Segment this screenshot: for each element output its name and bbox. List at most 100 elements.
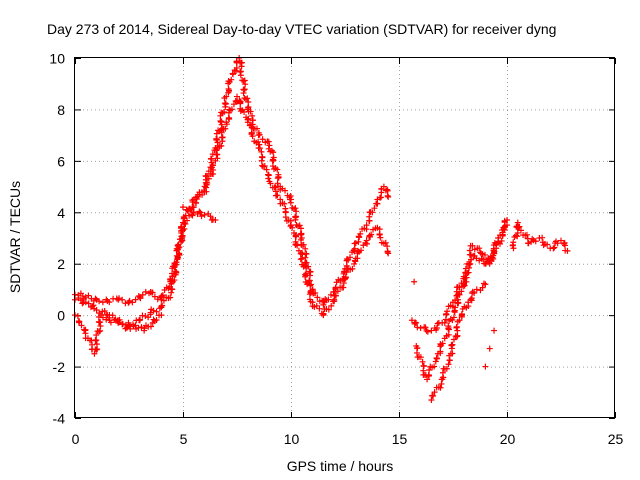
data-point [303,259,310,266]
data-point [449,350,456,357]
data-point [107,319,114,326]
data-point [517,227,524,234]
data-point [540,242,547,249]
y-tick-label: 6 [57,153,65,169]
data-point [382,239,389,246]
data-point [293,208,300,215]
data-point [439,369,446,376]
data-point [119,296,126,303]
data-point [111,316,118,323]
data-point [456,284,463,291]
data-point [456,291,463,298]
data-point [168,285,175,292]
data-point [454,332,461,339]
data-point [344,256,351,262]
data-point [82,299,89,306]
data-point [376,231,383,238]
data-point [201,211,208,218]
data-point [213,135,220,142]
data-point [221,109,228,116]
data-point [159,302,166,309]
data-point [413,349,420,356]
data-point [539,234,546,241]
data-point [299,251,306,258]
data-point [384,249,391,256]
data-point [514,229,521,236]
data-point [455,291,462,298]
data-point [85,300,92,307]
data-point [432,358,439,365]
x-tick-label: 20 [500,431,516,447]
data-point [302,273,309,280]
data-point [467,260,474,267]
data-point [270,149,277,156]
data-point [198,213,205,220]
data-point [471,290,478,297]
data-point [437,384,444,391]
data-point [99,299,106,306]
data-point [458,288,465,295]
data-point [491,327,498,334]
data-point [476,245,483,252]
data-point [176,250,183,257]
y-tick-label: 10 [49,51,65,67]
data-point [78,322,85,329]
data-point [461,282,468,289]
data-point [481,251,488,258]
data-point [426,367,433,374]
data-point [369,209,376,216]
y-axis-label: SDTVAR / TECUs [7,181,23,293]
data-point [490,247,497,254]
data-point [213,146,220,153]
data-point [116,295,123,302]
data-point [233,64,240,71]
data-point [414,324,421,331]
data-point [385,250,392,257]
data-point [274,166,281,173]
data-point [292,216,299,223]
data-point [96,298,103,305]
data-point [302,245,309,252]
y-tick-label: -2 [53,359,66,375]
data-point [473,286,480,293]
data-point [218,142,225,149]
data-point [204,179,211,186]
data-point [452,304,459,311]
data-point [297,225,304,232]
data-point [462,265,469,272]
data-point [544,241,551,248]
data-point [445,331,452,338]
data-point [450,314,457,321]
data-point [180,219,186,226]
data-point [138,324,145,331]
x-axis-label: GPS time / hours [287,458,394,474]
data-point [256,145,263,152]
data-point [295,247,302,254]
data-point [256,131,263,138]
data-point [150,307,157,314]
data-point [430,392,437,399]
data-point [281,200,288,207]
data-point [523,231,530,238]
series-1 [72,55,392,308]
data-point [480,280,487,287]
data-point [274,175,281,182]
data-point [293,233,300,240]
data-point [238,63,245,70]
data-point [358,247,365,254]
data-point [116,319,123,326]
data-point [93,307,100,313]
data-point [385,193,392,200]
data-point [245,98,252,105]
series-4 [180,204,219,224]
data-point [294,242,301,249]
data-point [433,354,440,361]
data-point [196,208,203,215]
data-point [266,142,273,149]
data-point [320,301,327,308]
data-point [300,241,307,248]
data-point [265,138,272,145]
data-point [241,109,248,116]
data-point [439,340,446,347]
data-point [135,324,142,331]
